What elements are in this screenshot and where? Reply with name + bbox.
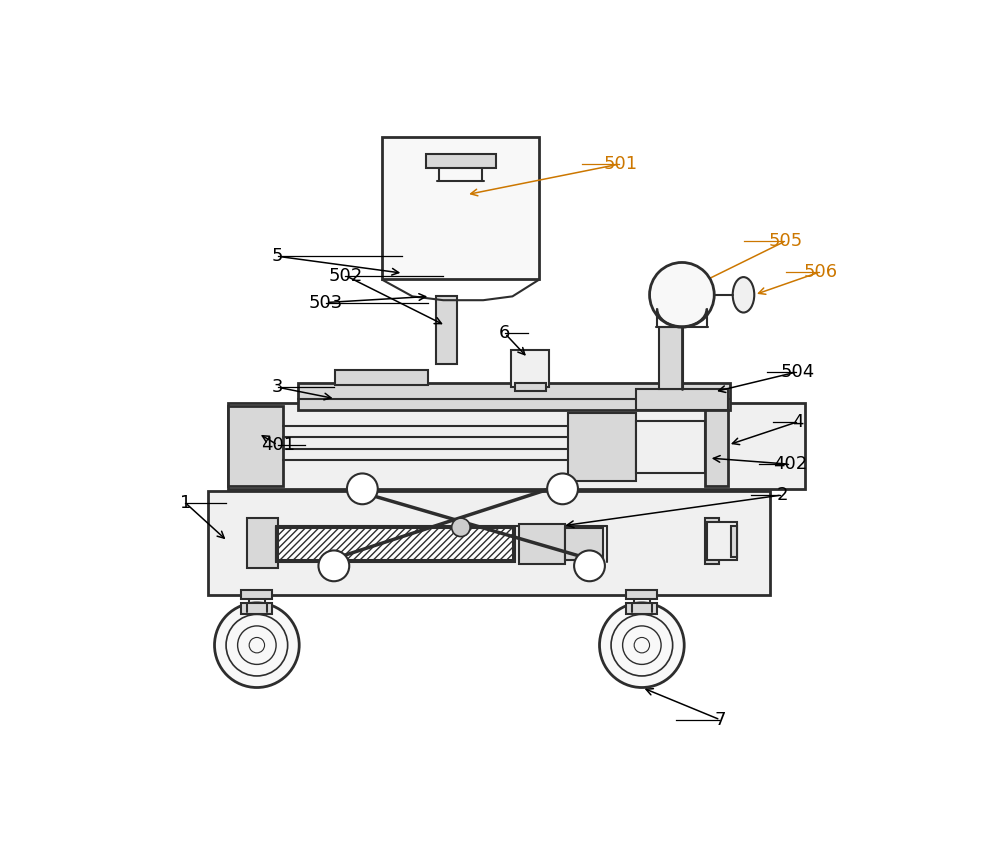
Circle shape: [215, 603, 299, 687]
Bar: [276, 527, 515, 562]
Text: 402: 402: [773, 455, 807, 473]
Bar: [626, 590, 657, 599]
Text: 7: 7: [715, 711, 726, 728]
Text: 501: 501: [603, 155, 637, 173]
Bar: [707, 522, 737, 560]
Text: 504: 504: [780, 362, 815, 381]
Circle shape: [650, 263, 714, 327]
Ellipse shape: [733, 277, 754, 313]
Bar: [565, 528, 603, 560]
Bar: [426, 154, 496, 168]
Bar: [659, 327, 683, 389]
Bar: [705, 403, 728, 486]
Circle shape: [318, 551, 349, 582]
Bar: [731, 526, 737, 557]
Bar: [515, 383, 546, 391]
Bar: [335, 369, 428, 385]
Bar: [228, 405, 283, 486]
Bar: [636, 389, 728, 411]
Bar: [228, 403, 805, 489]
Bar: [208, 491, 770, 595]
Text: 401: 401: [261, 436, 295, 454]
Circle shape: [574, 551, 605, 582]
Text: 6: 6: [499, 325, 510, 342]
Bar: [568, 413, 636, 481]
Bar: [247, 518, 278, 568]
Bar: [278, 528, 512, 560]
Text: 3: 3: [272, 378, 283, 396]
Circle shape: [452, 518, 470, 537]
Text: 5: 5: [272, 247, 283, 265]
Circle shape: [600, 603, 684, 687]
Circle shape: [547, 473, 578, 504]
Text: 503: 503: [309, 294, 343, 312]
Bar: [241, 603, 272, 614]
Text: 1: 1: [180, 494, 191, 512]
Bar: [241, 590, 272, 599]
Bar: [298, 383, 730, 411]
Text: 4: 4: [792, 413, 803, 431]
Text: 2: 2: [776, 486, 788, 504]
Circle shape: [347, 473, 378, 504]
Bar: [382, 137, 539, 279]
Text: 506: 506: [803, 263, 838, 281]
Text: 502: 502: [328, 266, 363, 284]
Bar: [626, 603, 657, 614]
Bar: [436, 296, 457, 364]
Bar: [636, 421, 705, 473]
Text: 505: 505: [769, 232, 803, 250]
Bar: [519, 524, 565, 564]
Bar: [705, 518, 719, 564]
Bar: [511, 350, 549, 387]
